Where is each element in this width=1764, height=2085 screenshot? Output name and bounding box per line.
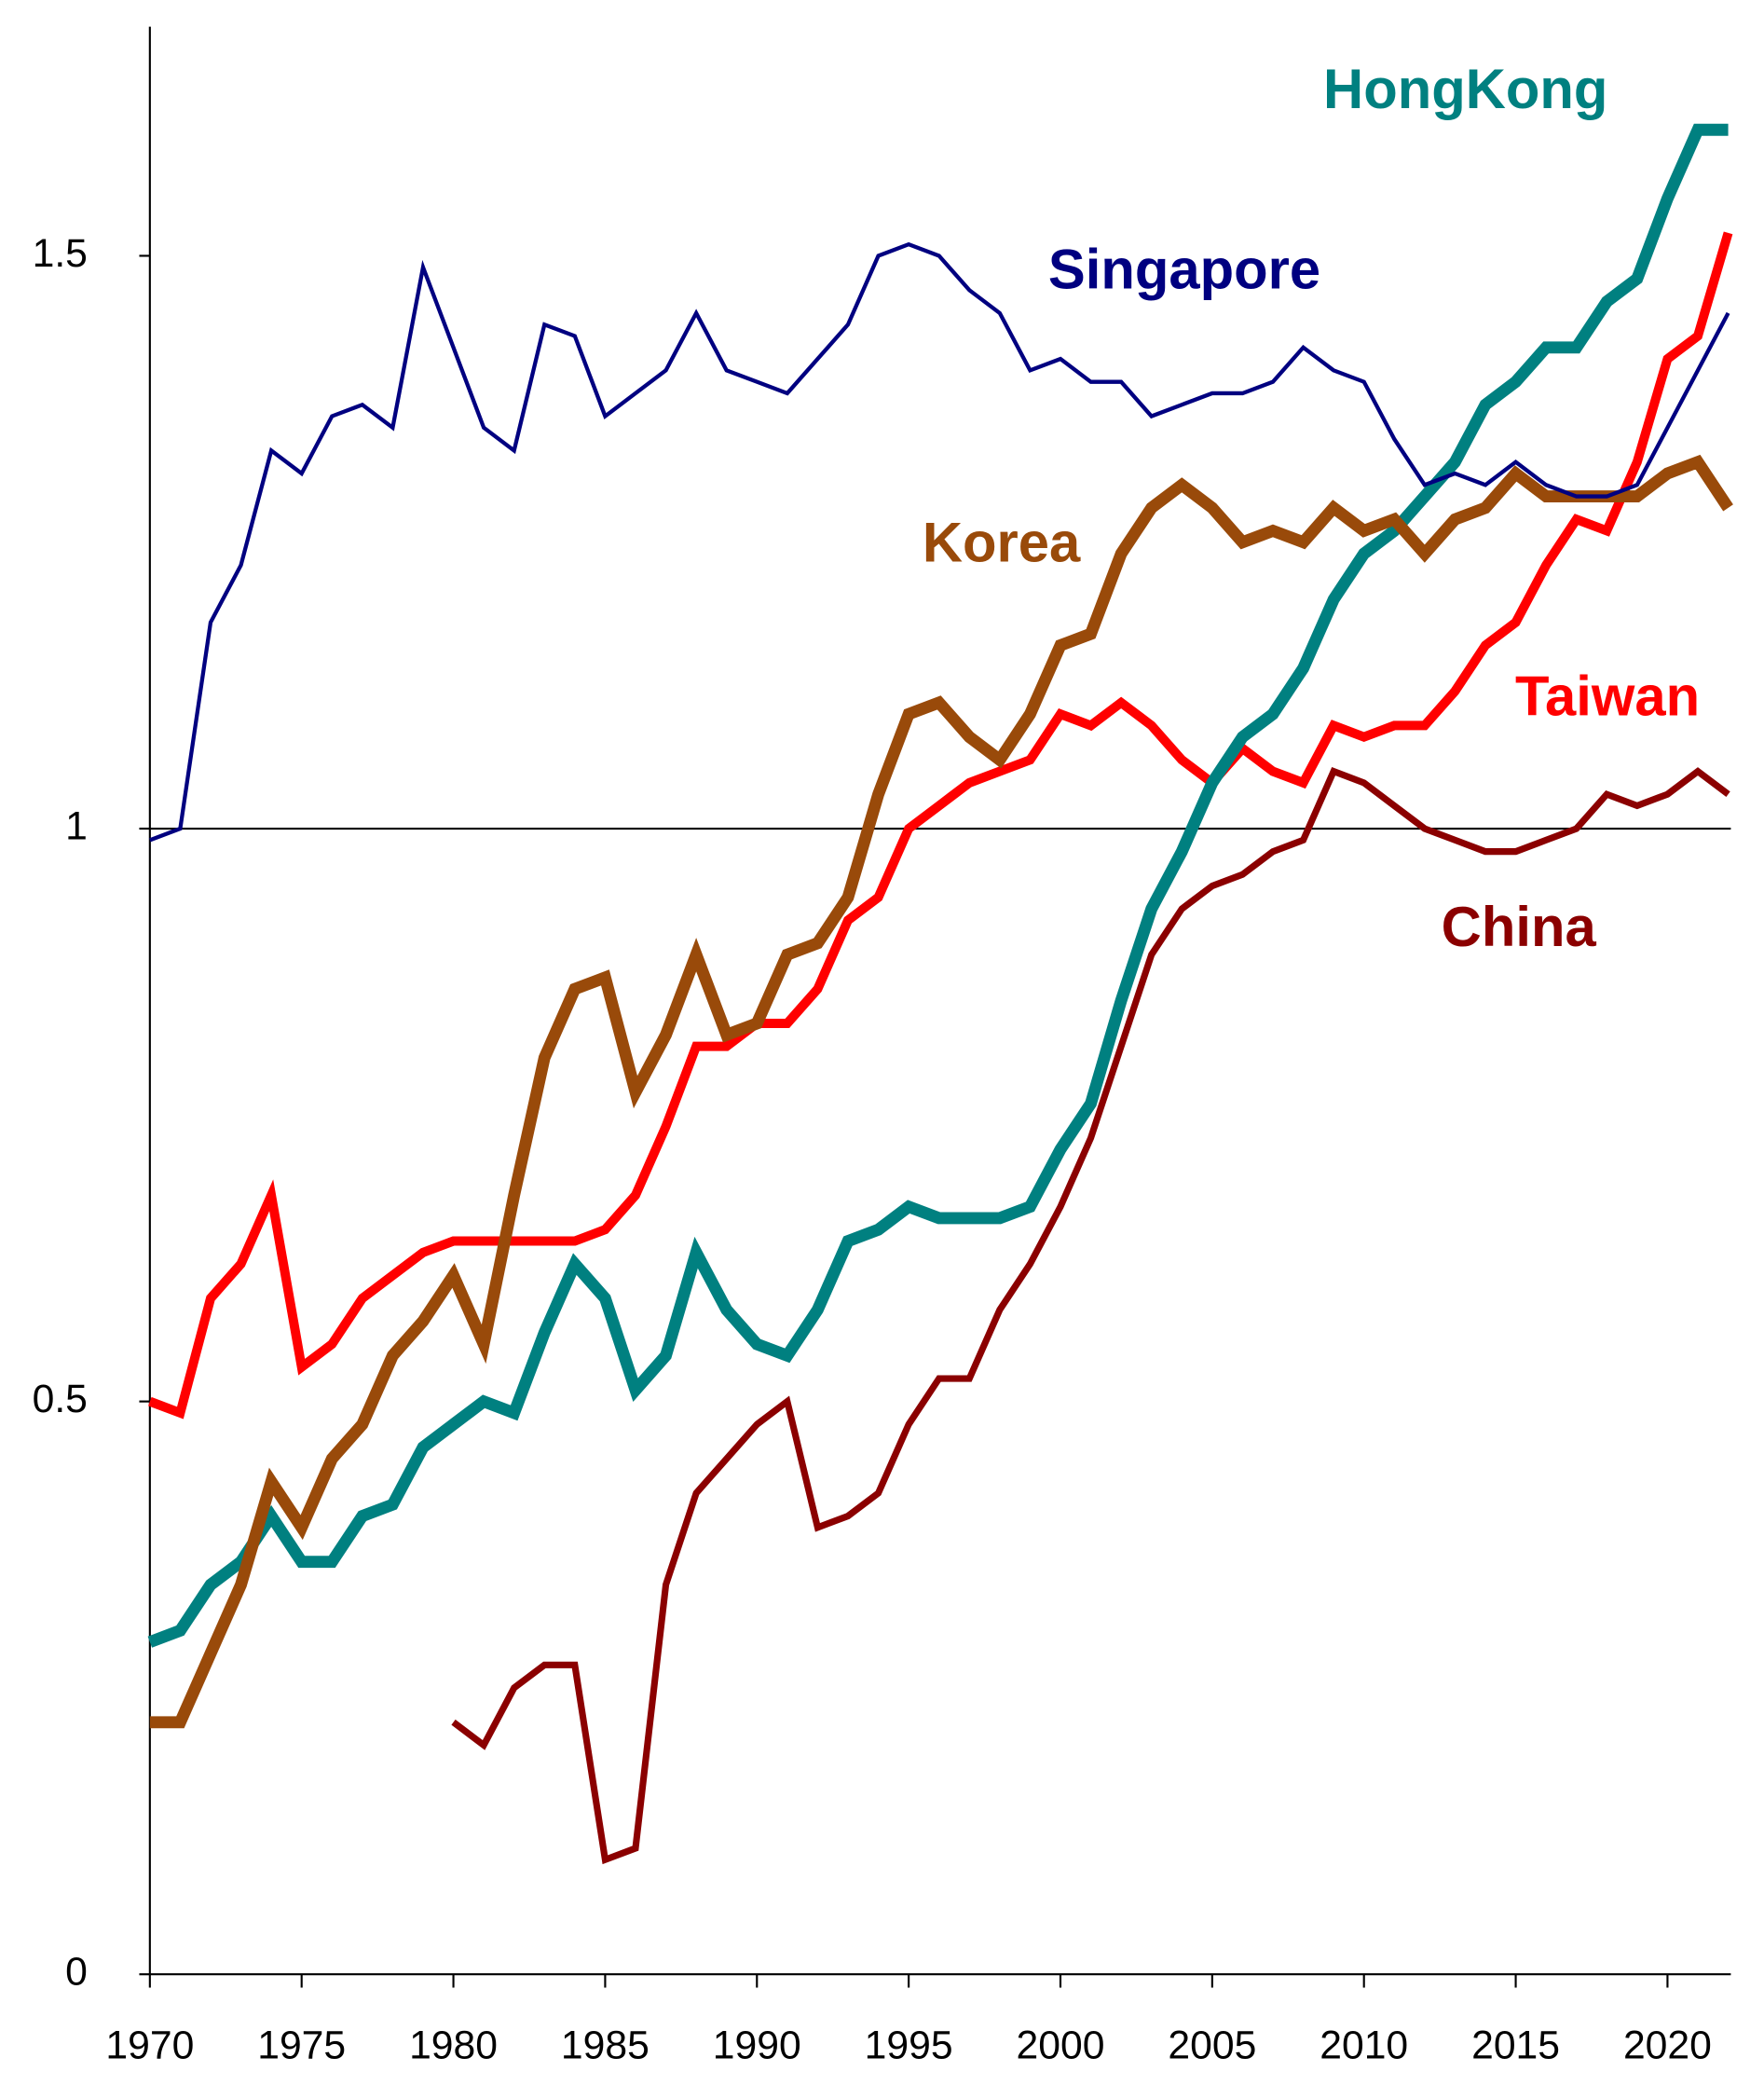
series-label: Singapore xyxy=(1048,238,1320,300)
y-tick-label: 1 xyxy=(65,803,88,848)
y-tick-label: 0 xyxy=(65,1949,88,1994)
x-tick-label: 1990 xyxy=(713,2023,801,2067)
series-label: Korea xyxy=(923,512,1081,574)
x-tick-label: 1970 xyxy=(105,2023,194,2067)
x-tick-label: 2005 xyxy=(1168,2023,1256,2067)
x-tick-label: 1985 xyxy=(561,2023,650,2067)
series-label: HongKong xyxy=(1323,58,1607,120)
x-tick-label: 1975 xyxy=(257,2023,346,2067)
series-label: China xyxy=(1442,896,1597,958)
y-tick-label: 0.5 xyxy=(33,1377,88,1421)
series-line xyxy=(149,241,1730,843)
y-tick-label: 1.5 xyxy=(33,231,88,276)
series-line xyxy=(148,231,1733,1420)
series-label: Taiwan xyxy=(1515,665,1700,727)
x-tick-label: 2010 xyxy=(1320,2023,1408,2067)
x-tick-label: 2000 xyxy=(1017,2023,1105,2067)
series-line xyxy=(147,123,1729,1648)
x-tick-label: 1995 xyxy=(865,2023,953,2067)
x-tick-label: 2020 xyxy=(1623,2023,1712,2067)
x-tick-label: 2015 xyxy=(1471,2023,1560,2067)
series-line xyxy=(149,454,1733,1729)
x-tick-label: 1980 xyxy=(409,2023,498,2067)
series-line xyxy=(451,767,1730,1865)
